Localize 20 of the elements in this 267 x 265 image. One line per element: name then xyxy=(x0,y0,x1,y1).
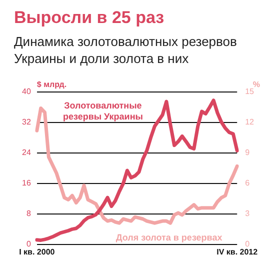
y2-axis-title: % xyxy=(252,80,260,90)
y2-tick-label: 6 xyxy=(245,178,250,188)
y-tick-label: 24 xyxy=(22,148,32,158)
y-tick-label: 16 xyxy=(22,178,32,188)
chart-title: Выросли в 25 раз xyxy=(14,8,164,28)
x-tick-label: I кв. 2000 xyxy=(19,247,56,256)
y2-tick-label: 12 xyxy=(245,118,255,127)
y-tick-label: 8 xyxy=(26,209,32,218)
y2-tick-label: 9 xyxy=(245,148,250,158)
y-tick-label: 40 xyxy=(22,87,32,96)
series-label: Доля золота в резервах xyxy=(116,232,222,242)
y2-tick-label: 3 xyxy=(245,209,250,218)
y-axis-title: $ млрд. xyxy=(36,80,67,90)
y-tick-label: 32 xyxy=(22,118,32,127)
y2-tick-label: 0 xyxy=(245,240,250,249)
x-tick-label: IV кв. 2012 xyxy=(216,247,258,256)
chart-subtitle: Динамика золотовалютных резервов Украины и доли золота в них xyxy=(14,33,238,67)
series-label: Золотовалютные резервы Украины xyxy=(62,100,144,122)
y2-tick-label: 15 xyxy=(245,87,255,96)
y-tick-label: 0 xyxy=(26,240,32,249)
